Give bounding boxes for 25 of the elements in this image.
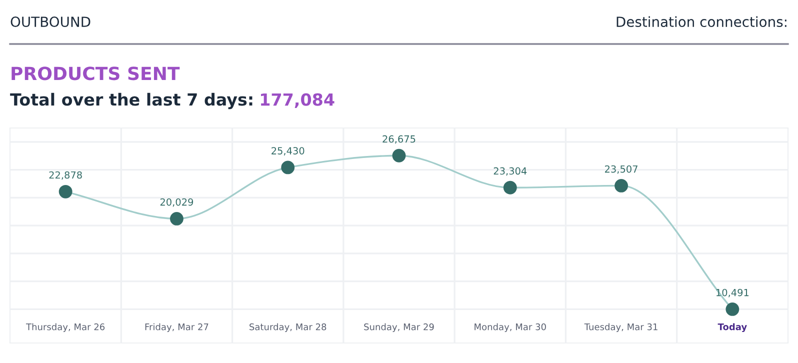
- data-label: 25,430: [272, 147, 304, 156]
- data-label: 20,029: [160, 198, 194, 207]
- text: OUTBOUND: [10, 16, 90, 28]
- data-label: 10,491: [716, 288, 749, 298]
- chart-title: PRODUCTS SENT: [12, 66, 180, 80]
- x-tick-label: Tuesday, Mar 31: [584, 323, 658, 332]
- x-tick-label: Thursday, Mar 26: [26, 323, 105, 332]
- point: [170, 212, 184, 226]
- data-label: 26,675: [382, 135, 416, 144]
- x-tick-label: Sunday, Mar 29: [364, 323, 434, 332]
- point: [281, 160, 295, 174]
- point: [726, 302, 740, 316]
- point: [58, 184, 72, 198]
- data-label: 23,507: [604, 165, 638, 174]
- x-tick-label: Today: [718, 323, 747, 332]
- x-tick-label: Monday, Mar 30: [474, 323, 546, 332]
- data-label: 23,304: [494, 167, 527, 176]
- data-label: 22,878: [49, 171, 82, 180]
- x-tick-label: Friday, Mar 27: [145, 323, 208, 332]
- chart-subtitle: Total over the last 7 days: 177,084: [10, 92, 334, 110]
- point: [392, 148, 406, 162]
- text: Destination connections:: [616, 16, 786, 28]
- x-tick-label: Saturday, Mar 28: [250, 323, 326, 332]
- point: [503, 180, 517, 194]
- point: [614, 178, 628, 192]
